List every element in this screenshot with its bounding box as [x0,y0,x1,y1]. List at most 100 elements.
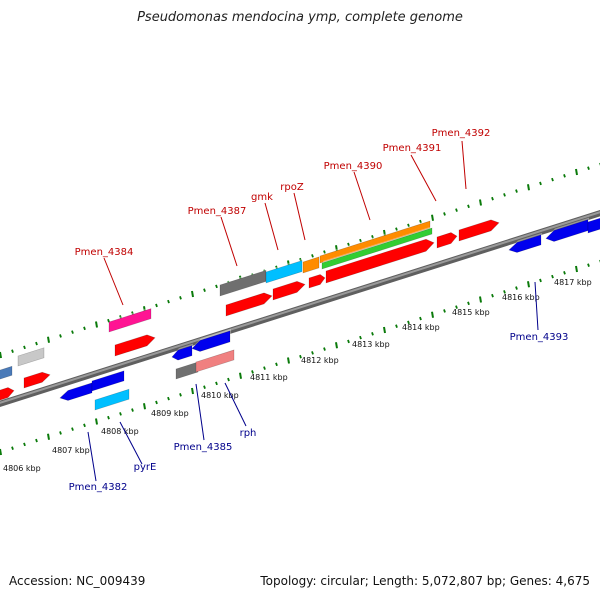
lower-track-tick [443,309,446,313]
lower-track-tick [419,316,422,321]
upper-track-tick [455,208,458,212]
upper-track-tick [47,336,50,343]
lower-track-tick [491,293,494,298]
upper-track-tick [83,326,86,331]
gene-block-Pmen_4384 [108,308,152,333]
upper-track-tick [383,229,386,237]
lower-track-tick [323,347,326,351]
upper-track-tick [359,238,362,243]
scale-label: 4813 kbp [352,340,390,349]
gene-label-forward: gmk [251,192,273,203]
leader-line [220,216,238,267]
upper-track-tick [299,257,302,262]
lower-track-tick [35,438,38,443]
gene-label-forward: rpoZ [280,182,304,193]
lower-track-tick [191,387,194,395]
gene-arrow-forward [308,274,326,289]
leader-line [264,202,279,251]
upper-track-tick [215,284,218,289]
gene-label-forward: Pmen_4392 [432,128,491,139]
lower-track-tick [347,339,350,344]
upper-track-tick [419,219,422,224]
gene-block-Pmen_4385 [175,361,199,380]
leader-line [461,140,467,190]
scale-label: 4808 kbp [101,427,139,436]
upper-track-tick [0,351,2,359]
gene-arrow-reverse [171,345,193,361]
lower-track-tick [179,393,182,397]
lower-track-tick [311,351,314,355]
gene-block-rpoZ [302,256,320,274]
lower-track-tick [47,433,50,440]
lower-track-tick [527,281,530,288]
upper-track-tick [407,223,410,228]
gene-arrow-Pmen_4390 [325,238,435,284]
lower-track-tick [95,418,98,425]
lower-track-tick [83,423,86,428]
scale-label: 4806 kbp [3,464,41,473]
lower-track-tick [11,446,14,450]
upper-track-tick [323,250,326,254]
lower-track-tick [539,278,542,283]
scale-label: 4816 kbp [502,293,540,302]
lower-track-tick [503,290,506,294]
scale-label: 4810 kbp [201,391,239,400]
lower-track-tick [227,377,230,382]
upper-track-tick [275,265,278,270]
upper-track-tick [527,184,530,191]
lower-track-tick [587,263,590,267]
scale-label: 4817 kbp [554,278,592,287]
upper-track-tick [107,318,110,323]
gene-block-orange [319,220,431,264]
lower-track-tick [515,286,518,290]
accession-text: Accession: NC_009439 [9,574,146,588]
lower-tick-track [0,259,600,456]
gene-arrow-forward [114,334,156,357]
lower-track-tick [263,366,266,370]
lower-track-tick [563,271,566,275]
leader-line [195,383,205,441]
lower-track-tick [23,442,26,447]
lower-track-tick [275,362,278,367]
gene-block [0,365,13,380]
lower-track-tick [71,427,74,431]
gene-block-green [321,227,433,270]
gene-arrow-forward [23,371,51,389]
gene-arrow-forward [0,387,15,401]
upper-track-tick [11,349,14,353]
upper-track-tick [59,334,62,338]
lower-track-tick [287,357,290,364]
upper-track-tick [179,296,182,300]
leader-line [293,192,306,241]
upper-track-tick [503,193,506,197]
lower-track-tick [167,396,170,401]
lower-track-tick [131,408,134,412]
lower-track-tick [215,381,218,386]
gene-label-reverse: rph [240,428,257,439]
gene-block [17,347,45,367]
gene-arrow-reverse [508,234,542,253]
leader-line [224,382,247,427]
lower-track-tick [551,274,554,279]
lower-track-tick [59,431,62,435]
upper-track-tick [395,227,398,231]
gene-block-pyrE [94,388,130,411]
lower-track-tick [479,296,482,303]
scale-label: 4809 kbp [151,409,189,418]
leader-line [103,257,124,306]
lower-track-tick [119,412,122,416]
lower-track-tick [0,448,2,456]
lower-track-tick [107,415,110,420]
gene-arrow-forward [225,292,273,317]
lower-track-tick [335,342,338,349]
scale-label: 4811 kbp [250,373,288,382]
upper-track-tick [23,345,26,350]
scale-label: 4814 kbp [402,323,440,332]
upper-track-tick [515,189,518,193]
lower-track-tick [383,326,386,334]
genome-backbone [0,210,600,407]
leader-line [119,421,143,465]
upper-track-tick [35,341,38,346]
upper-track-tick [539,181,542,186]
